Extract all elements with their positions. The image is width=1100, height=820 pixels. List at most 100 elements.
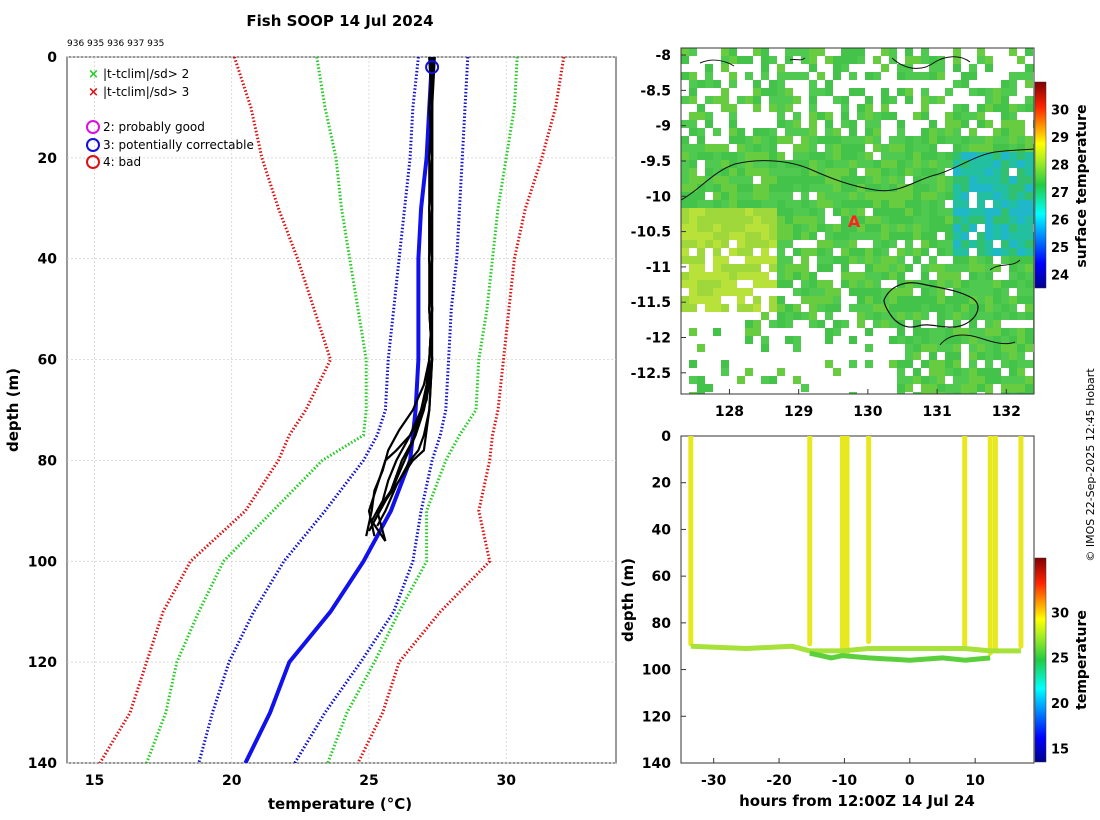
sst-cell <box>817 88 825 96</box>
sst-cell <box>1025 240 1033 248</box>
sst-cell <box>729 128 737 136</box>
sst-cell <box>745 200 753 208</box>
profile-ytick-label: 80 <box>38 453 58 469</box>
sst-cell <box>929 296 937 304</box>
sst-cell <box>865 248 873 256</box>
sst-cell <box>881 168 889 176</box>
sst-cell <box>921 344 929 352</box>
sst-cell <box>793 304 801 312</box>
sst-cell <box>937 320 945 328</box>
sst-cell <box>785 224 793 232</box>
sst-cell <box>969 352 977 360</box>
sst-cell <box>921 216 929 224</box>
sst-cell <box>921 136 929 144</box>
sst-cell <box>817 320 825 328</box>
sst-cell <box>977 48 985 56</box>
sst-cell <box>897 152 905 160</box>
sst-cell <box>753 184 761 192</box>
sst-cell <box>1025 160 1033 168</box>
sst-cell <box>833 144 841 152</box>
sst-cell <box>977 120 985 128</box>
sst-cell <box>841 64 849 72</box>
timeseries-ytick-label: 60 <box>652 569 672 585</box>
sst-cell <box>721 264 729 272</box>
sst-cell <box>945 224 953 232</box>
map-ytick-label: -12.5 <box>631 366 671 382</box>
sst-cell <box>809 56 817 64</box>
sst-cell <box>873 144 881 152</box>
sst-cell <box>985 248 993 256</box>
sst-cell <box>897 384 905 392</box>
sst-cell <box>801 48 809 56</box>
sst-cell <box>929 392 937 394</box>
profile-ytick-label: 40 <box>38 252 58 268</box>
sst-cell <box>753 192 761 200</box>
sst-cell <box>865 120 873 128</box>
sst-cell <box>825 200 833 208</box>
coastline-island <box>883 282 979 328</box>
sst-cell <box>769 96 777 104</box>
sst-cell <box>905 224 913 232</box>
map-colorbar-tick-label: 29 <box>1051 131 1069 146</box>
sst-cell <box>817 240 825 248</box>
sst-cell <box>761 208 769 216</box>
sst-cell <box>833 128 841 136</box>
sst-cell <box>1001 128 1009 136</box>
sst-cell <box>841 120 849 128</box>
sst-cell <box>793 224 801 232</box>
sst-cell <box>729 120 737 128</box>
sst-cell <box>1017 288 1025 296</box>
sst-cell <box>881 104 889 112</box>
sst-cell <box>1017 216 1025 224</box>
sst-cell <box>841 136 849 144</box>
sst-cell <box>729 112 737 120</box>
sst-cell <box>713 80 721 88</box>
sst-cell <box>921 56 929 64</box>
sst-cell <box>745 192 753 200</box>
sst-cell <box>961 296 969 304</box>
sst-cell <box>945 136 953 144</box>
sst-cell <box>977 160 985 168</box>
sst-cell <box>913 216 921 224</box>
profile-ytick-label: 0 <box>47 50 57 66</box>
sst-cell <box>945 184 953 192</box>
sst-cell <box>761 224 769 232</box>
sst-cell <box>1001 168 1009 176</box>
sst-cell <box>761 144 769 152</box>
sst-cell <box>809 304 817 312</box>
sst-cell <box>713 184 721 192</box>
sst-cell <box>913 144 921 152</box>
sst-cell <box>897 192 905 200</box>
sst-cell <box>681 152 689 160</box>
sst-cell <box>689 80 697 88</box>
sst-cell <box>721 64 729 72</box>
sst-cell <box>961 192 969 200</box>
sst-cell <box>985 208 993 216</box>
sst-cell <box>809 208 817 216</box>
sst-cell <box>873 256 881 264</box>
sst-cell <box>865 328 873 336</box>
sst-cell <box>713 288 721 296</box>
sst-cell <box>745 304 753 312</box>
sst-cell <box>785 216 793 224</box>
sst-cell <box>697 184 705 192</box>
sst-cell <box>1025 48 1033 56</box>
sst-cell <box>1025 144 1033 152</box>
sst-cell <box>681 184 689 192</box>
sst-cell <box>1017 176 1025 184</box>
sst-cell <box>753 240 761 248</box>
sst-cell <box>737 304 745 312</box>
sst-cell <box>993 160 1001 168</box>
sst-cell <box>977 376 985 384</box>
sst-cell <box>905 280 913 288</box>
sst-cell <box>697 192 705 200</box>
sst-cell <box>857 304 865 312</box>
sst-cell <box>1009 368 1017 376</box>
sst-cell <box>961 136 969 144</box>
sst-cell <box>1001 104 1009 112</box>
sst-cell <box>953 280 961 288</box>
sst-cell <box>689 112 697 120</box>
sst-cell <box>921 392 929 394</box>
sst-cell <box>897 224 905 232</box>
